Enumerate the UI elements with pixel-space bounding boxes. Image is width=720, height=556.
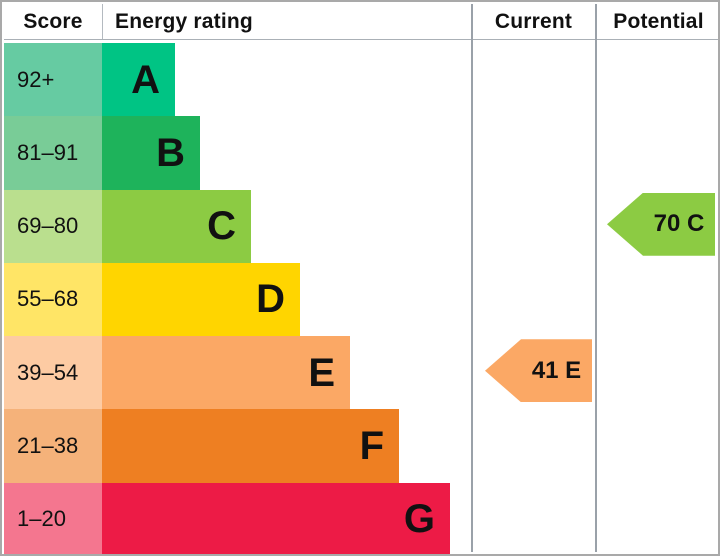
rating-bar: C <box>102 189 251 263</box>
rating-bar: F <box>102 409 399 483</box>
score-range: 21–38 <box>4 409 102 483</box>
score-column-divider <box>102 4 103 39</box>
band-row-c: 69–80 C <box>4 189 718 263</box>
current-column-divider <box>471 4 473 552</box>
band-row-g: 1–20 G <box>4 482 718 554</box>
band-row-d: 55–68 D <box>4 262 718 337</box>
header-score: Score <box>23 9 83 33</box>
band-row-e: 39–54 E <box>4 336 718 410</box>
potential-arrow-label: 70 C <box>653 210 705 238</box>
score-range: 39–54 <box>4 336 102 410</box>
header-current: Current <box>494 9 573 33</box>
score-range: 81–91 <box>4 116 102 190</box>
potential-column-divider <box>595 4 597 552</box>
score-range: 69–80 <box>4 189 102 263</box>
rating-bar: A <box>102 43 175 117</box>
rating-letter: B <box>156 130 185 175</box>
band-row-a: 92+ A <box>4 43 718 117</box>
current-arrow-label: 41 E <box>531 356 582 384</box>
rating-bar: E <box>102 336 350 410</box>
rating-letter: A <box>131 57 160 102</box>
rating-letter: E <box>308 350 335 395</box>
rating-letter: C <box>207 204 236 249</box>
band-row-b: 81–91 B <box>4 116 718 190</box>
rating-letter: G <box>403 497 435 542</box>
rating-bar: G <box>102 482 450 554</box>
rating-letter: F <box>359 424 384 469</box>
score-range: 55–68 <box>4 262 102 337</box>
header-potential: Potential <box>613 9 704 33</box>
band-rows: 92+ A 81–91 B 69–80 C 55–68 D 39–54 <box>4 43 718 554</box>
score-range: 1–20 <box>4 482 102 554</box>
band-row-f: 21–38 F <box>4 409 718 483</box>
rating-bar: B <box>102 116 200 190</box>
score-range: 92+ <box>4 43 102 117</box>
header-divider-line <box>4 39 718 40</box>
rating-letter: D <box>256 277 285 322</box>
rating-bar: D <box>102 262 300 337</box>
header-energy-rating: Energy rating <box>115 9 253 33</box>
